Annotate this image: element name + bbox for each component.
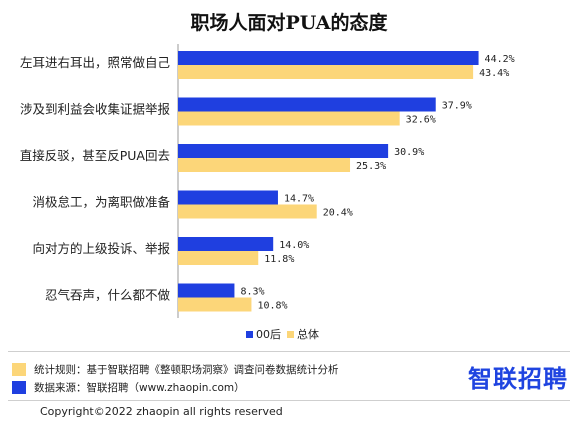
bar-总体 xyxy=(178,204,317,219)
data-label-00后: 8.3% xyxy=(240,287,264,298)
legend-item-总体: 总体 xyxy=(287,326,319,342)
data-label-总体: 10.8% xyxy=(257,301,287,312)
method-swatch xyxy=(12,363,26,376)
method-note: 统计规则：基于智联招聘《整顿职场洞察》调查问卷数据统计分析 xyxy=(12,362,339,377)
source-note: 数据来源：智联招聘（www.zhaopin.com） xyxy=(12,380,245,395)
category-label: 消极怠工，为离职做准备 xyxy=(32,195,170,210)
bar-00后 xyxy=(178,283,235,298)
data-label-总体: 43.4% xyxy=(479,68,509,79)
copyright-text: Copyright©2022 zhaopin all rights reserv… xyxy=(40,405,283,418)
data-label-00后: 44.2% xyxy=(485,54,515,65)
copyright-divider xyxy=(8,400,570,401)
bar-00后 xyxy=(178,97,436,112)
bar-00后 xyxy=(178,51,479,65)
zhaopin-logo: 智联招聘 xyxy=(468,365,568,393)
data-label-总体: 32.6% xyxy=(406,115,436,126)
bar-总体 xyxy=(178,158,351,172)
category-label: 左耳进右耳出，照常做自己 xyxy=(20,55,170,70)
bar-chart: 左耳进右耳出，照常做自己 44.2% 43.4% 涉及到利益会收集证据举报 37.9% 3… xyxy=(20,44,515,318)
bar-00后 xyxy=(178,144,389,158)
data-label-00后: 14.7% xyxy=(284,194,314,205)
legend-item-00后: 00后 xyxy=(246,326,281,342)
bars-group: 左耳进右耳出，照常做自己 44.2% 43.4% 涉及到利益会收集证据举报 37.9% 3… xyxy=(20,51,515,312)
legend-swatch-00后 xyxy=(246,330,253,338)
category-label: 直接反驳，甚至反PUA回去 xyxy=(20,148,170,163)
category-label: 涉及到利益会收集证据举报 xyxy=(20,102,171,117)
source-note-text: 数据来源：智联招聘（www.zhaopin.com） xyxy=(34,382,245,394)
data-label-总体: 11.8% xyxy=(264,254,294,265)
method-note-text: 统计规则：基于智联招聘《整顿职场洞察》调查问卷数据统计分析 xyxy=(34,364,339,376)
data-label-总体: 20.4% xyxy=(323,208,353,219)
data-label-总体: 25.3% xyxy=(356,161,386,172)
bar-总体 xyxy=(178,251,259,265)
bar-总体 xyxy=(178,297,252,312)
bar-总体 xyxy=(178,111,400,126)
data-label-00后: 30.9% xyxy=(394,147,424,158)
bar-00后 xyxy=(178,190,278,205)
category-label: 忍气吞声，什么都不做 xyxy=(45,288,171,303)
footer-divider xyxy=(8,351,570,352)
bar-总体 xyxy=(178,65,474,79)
legend-label-00后: 00后 xyxy=(256,328,281,341)
data-label-00后: 37.9% xyxy=(442,101,472,112)
data-label-00后: 14.0% xyxy=(279,240,309,251)
bar-00后 xyxy=(178,237,274,251)
legend-swatch-总体 xyxy=(287,330,294,338)
category-label: 向对方的上级投诉、举报 xyxy=(32,241,170,256)
chart-title: 职场人面对PUA的态度 xyxy=(190,12,388,34)
legend: 00后 总体 xyxy=(246,326,325,342)
legend-label-总体: 总体 xyxy=(297,328,319,341)
source-swatch xyxy=(12,381,26,394)
